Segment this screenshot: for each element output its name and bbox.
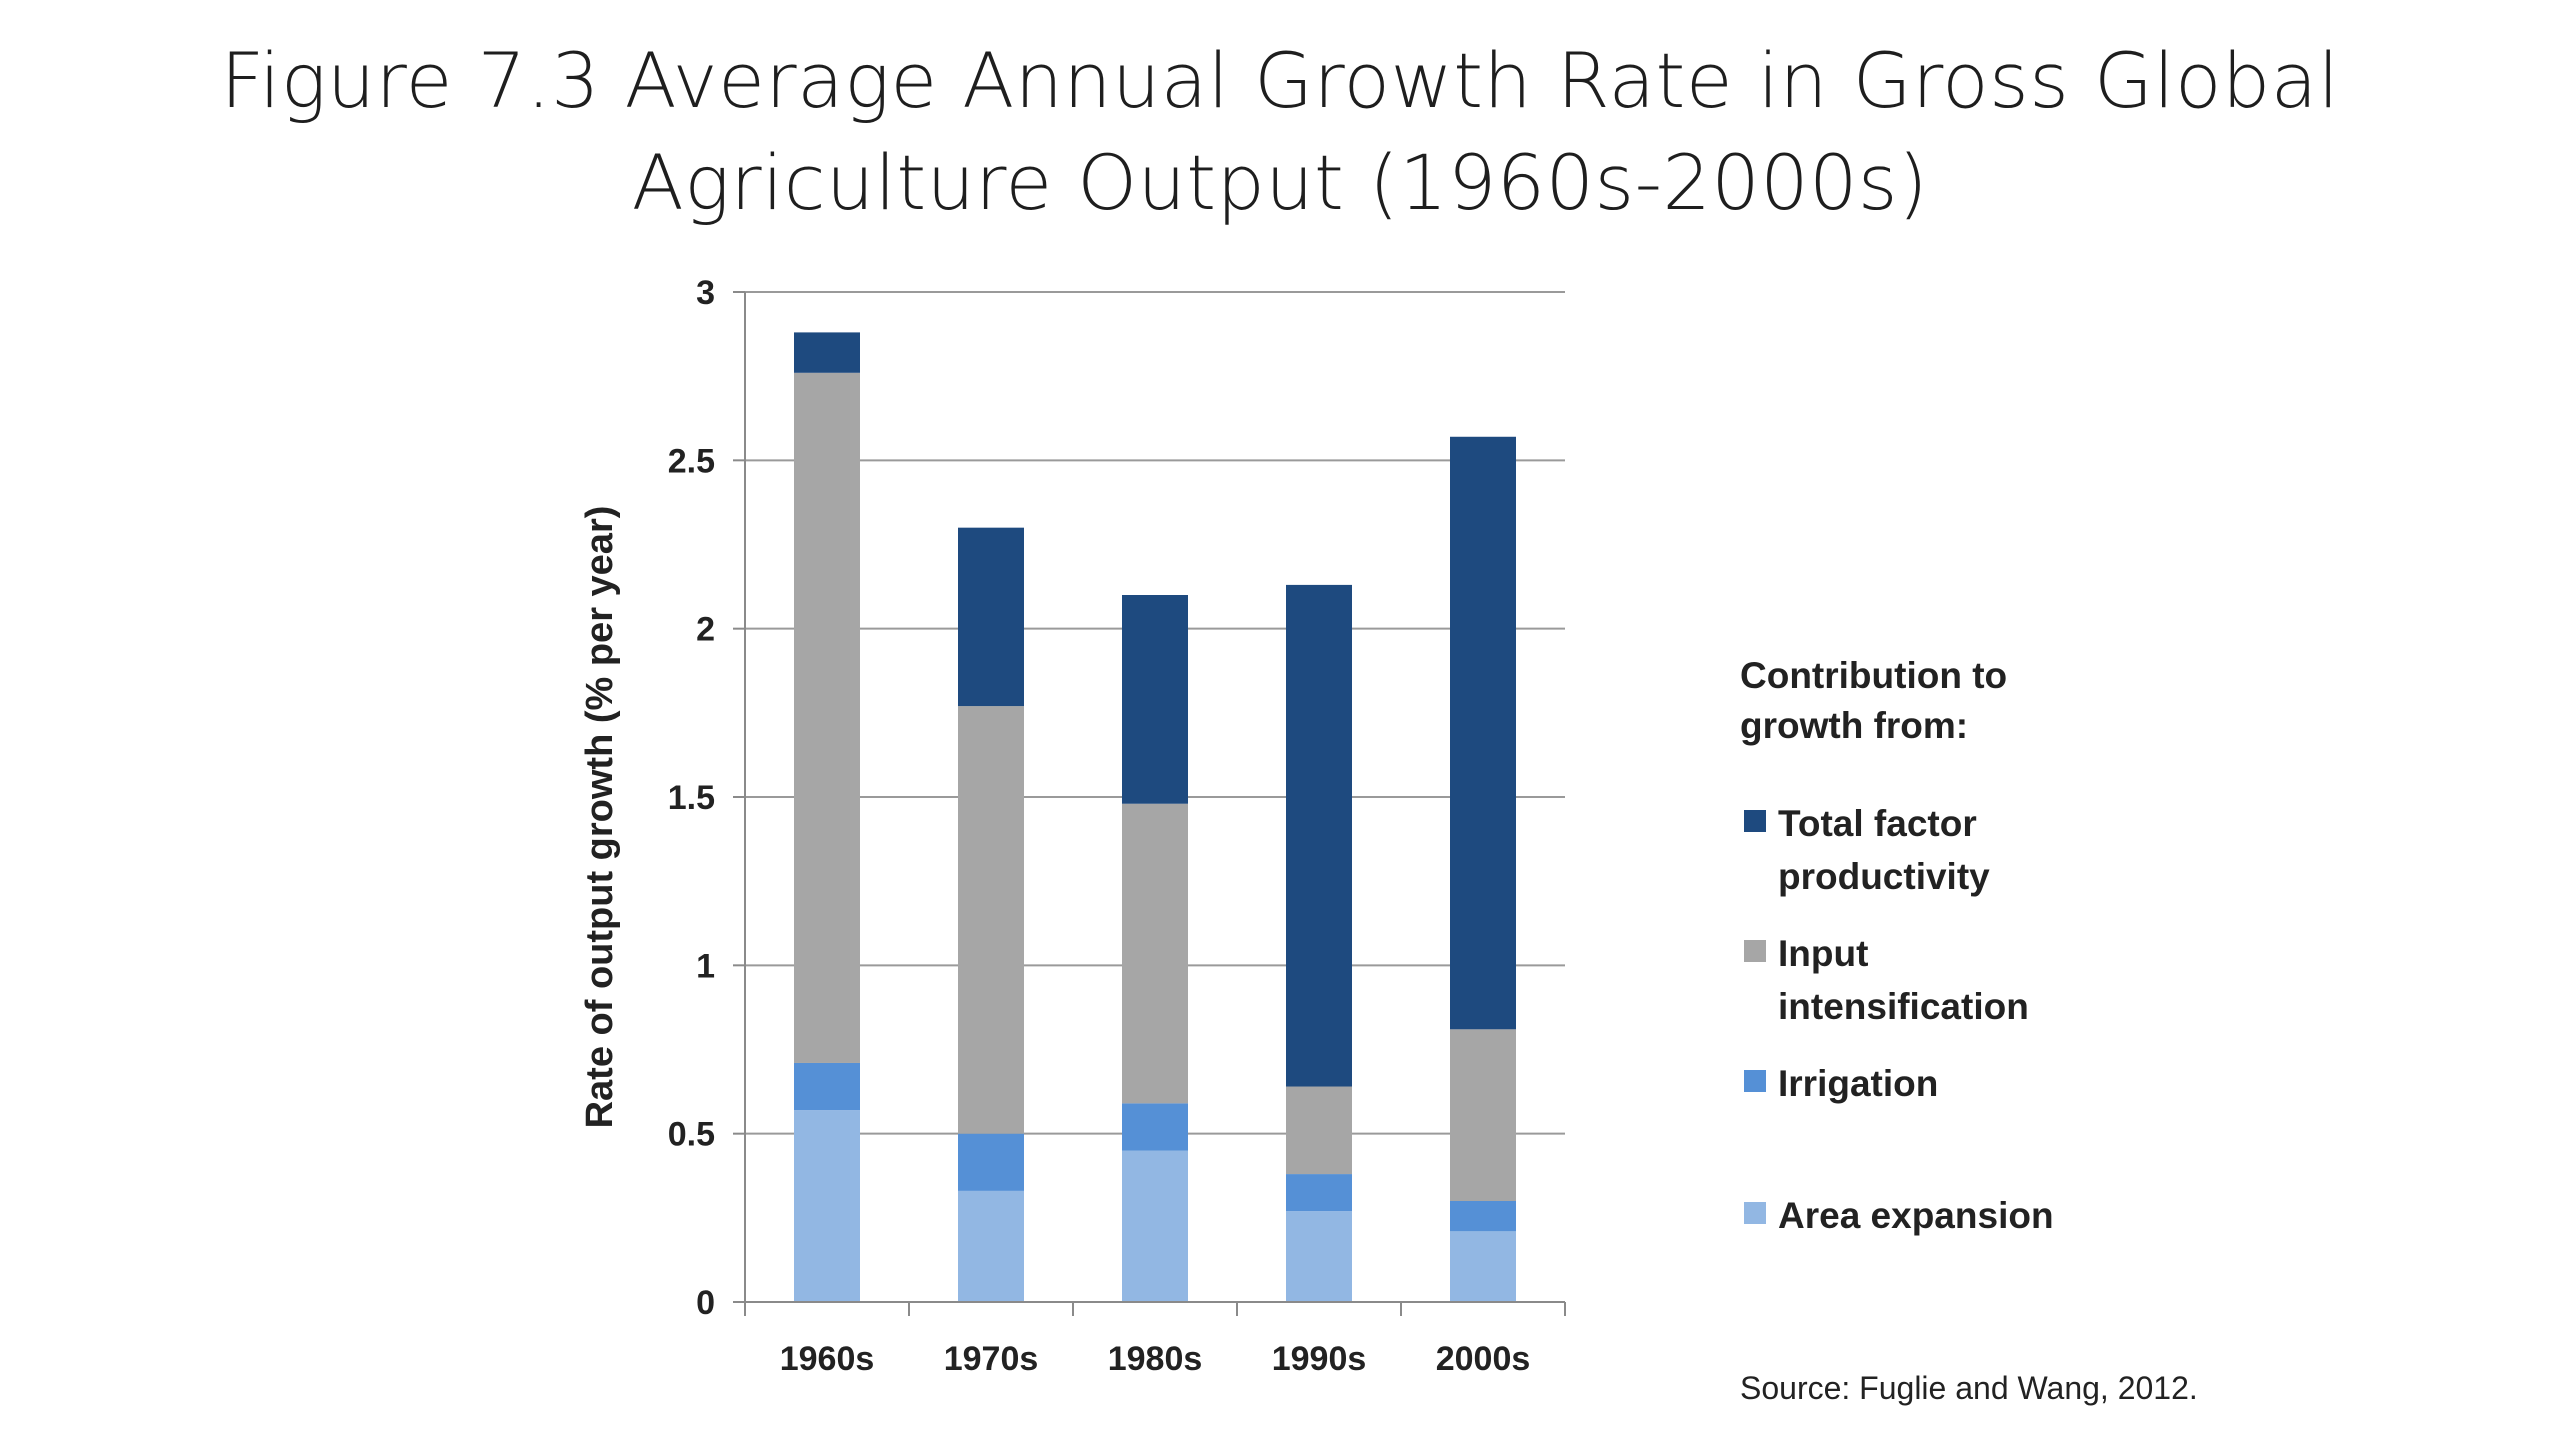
slide-title-line-1: Figure 7.3 Average Annual Growth Rate in… <box>220 36 2340 125</box>
bar-segment-total-factor-productivity-1980s <box>1122 595 1188 804</box>
bar-segment-area-expansion-2000s <box>1450 1231 1516 1302</box>
y-tick-label: 0 <box>696 1284 715 1322</box>
bar-segment-irrigation-1990s <box>1286 1174 1352 1212</box>
bar-segment-total-factor-productivity-2000s <box>1450 436 1516 1030</box>
bar-segment-area-expansion-1970s <box>958 1190 1024 1302</box>
bar-segment-irrigation-2000s <box>1450 1201 1516 1232</box>
legend-label-total-factor-productivity: Total factor <box>1778 803 1977 844</box>
legend-label-area-expansion: Area expansion <box>1778 1195 2054 1236</box>
x-tick-label: 2000s <box>1436 1340 1531 1378</box>
x-tick-label: 1990s <box>1272 1340 1367 1378</box>
bar-segment-area-expansion-1990s <box>1286 1211 1352 1302</box>
bar-segment-input-intensification-1970s <box>958 706 1024 1134</box>
legend-swatch-input-intensification <box>1744 940 1766 962</box>
y-tick-label: 3 <box>696 274 715 312</box>
legend-title-line-1: Contribution to <box>1740 655 2007 696</box>
bar-segment-total-factor-productivity-1960s <box>794 332 860 373</box>
axes: 0 0.5 1 1.5 2 2.5 3 1960s 1970s 1980s 1990s 2000s Ra… <box>579 274 1566 1378</box>
legend-title-line-2: growth from: <box>1740 705 1968 746</box>
x-tick-label: 1980s <box>1108 1340 1203 1378</box>
x-tick-label: 1970s <box>944 1340 1039 1378</box>
legend-label-input-intensification: Input <box>1778 933 1868 974</box>
bar-segment-irrigation-1970s <box>958 1133 1024 1191</box>
x-tick-label: 1960s <box>780 1340 875 1378</box>
legend-label-total-factor-productivity-line-2: productivity <box>1778 856 1990 897</box>
legend-swatch-irrigation <box>1744 1070 1766 1092</box>
y-tick-label: 1.5 <box>668 779 715 817</box>
slide-title-line-2: Agriculture Output (1960s-2000s) <box>631 138 1929 227</box>
bar-segment-total-factor-productivity-1970s <box>958 527 1024 707</box>
bar-segment-area-expansion-1980s <box>1122 1150 1188 1302</box>
bars <box>794 332 1516 1302</box>
slide-title: Figure 7.3 Average Annual Growth Rate in… <box>0 30 2560 234</box>
bar-segment-input-intensification-1980s <box>1122 803 1188 1104</box>
bar-segment-irrigation-1960s <box>794 1062 860 1111</box>
bar-segment-input-intensification-1990s <box>1286 1086 1352 1175</box>
y-tick-label: 2 <box>696 611 715 649</box>
bar-segment-total-factor-productivity-1990s <box>1286 584 1352 1087</box>
bar-segment-input-intensification-2000s <box>1450 1029 1516 1201</box>
bar-segment-irrigation-1980s <box>1122 1103 1188 1151</box>
y-axis-title: Rate of output growth (% per year) <box>579 506 621 1129</box>
legend: Contribution to growth from: Total factor p… <box>1740 655 2054 1236</box>
bar-segment-input-intensification-1960s <box>794 372 860 1063</box>
legend-swatch-total-factor-productivity <box>1744 810 1766 832</box>
bar-segment-area-expansion-1960s <box>794 1110 860 1302</box>
legend-label-irrigation: Irrigation <box>1778 1063 1938 1104</box>
legend-label-input-intensification-line-2: intensification <box>1778 986 2029 1027</box>
source-note: Source: Fuglie and Wang, 2012. <box>1740 1370 2198 1406</box>
y-tick-label: 1 <box>696 947 715 985</box>
y-tick-label: 2.5 <box>668 442 715 480</box>
y-tick-label: 0.5 <box>668 1116 715 1154</box>
legend-swatch-area-expansion <box>1744 1202 1766 1224</box>
